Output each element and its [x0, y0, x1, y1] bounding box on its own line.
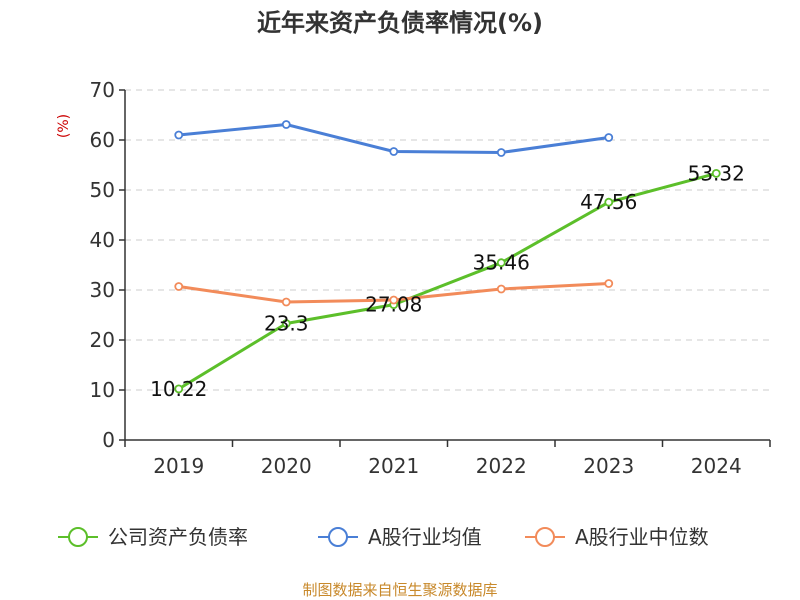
x-tick-label: 2021 — [368, 454, 419, 478]
data-point — [604, 197, 614, 207]
series-0 — [174, 168, 721, 394]
y-tick-label: 60 — [90, 128, 115, 152]
data-point — [496, 258, 506, 268]
data-point — [281, 319, 291, 328]
data-label: 53.32 — [688, 161, 745, 185]
legend-item: 公司资产负债率 — [58, 525, 248, 549]
legend-swatch-marker — [68, 527, 88, 547]
series-lines — [174, 120, 721, 394]
y-tick-label: 50 — [90, 178, 115, 202]
data-label: 47.56 — [580, 190, 637, 214]
data-point — [281, 297, 291, 307]
data-label: 35.46 — [473, 251, 530, 275]
axes: 0 10 20 30 40 50 60 70 2019 2020 2021 2022 2023 2024 — [90, 78, 771, 478]
data-point — [174, 130, 184, 140]
data-point — [281, 120, 291, 129]
data-label: 23.3 — [264, 312, 309, 336]
x-tick-label: 2022 — [476, 454, 527, 478]
data-labels: 10.22 23.3 27.08 35.46 47.56 53.32 — [150, 161, 745, 401]
data-point — [604, 279, 614, 288]
y-tick-label: 10 — [90, 378, 115, 402]
source-note: 制图数据来自恒生聚源数据库 — [302, 581, 497, 599]
chart-title: 近年来资产负债率情况(%) — [257, 9, 543, 37]
data-point — [389, 295, 399, 305]
data-point — [389, 147, 399, 156]
legend-label: 公司资产负债率 — [108, 525, 248, 549]
y-tick-label: 20 — [90, 328, 115, 352]
data-point — [496, 148, 506, 157]
series-2 — [174, 279, 614, 307]
data-label: 10.22 — [150, 377, 207, 401]
data-point — [496, 284, 506, 294]
data-point — [711, 168, 721, 178]
x-tick-label: 2019 — [153, 454, 204, 478]
grid-lines — [125, 89, 770, 391]
legend-label: A股行业均值 — [368, 525, 482, 549]
data-label: 27.08 — [365, 293, 422, 317]
y-tick-label: 70 — [90, 78, 115, 102]
legend-item: A股行业中位数 — [525, 525, 709, 549]
legend-swatch-marker — [535, 527, 555, 547]
series-line — [177, 171, 718, 391]
legend: 公司资产负债率 A股行业均值 A股行业中位数 — [58, 525, 709, 549]
series-1 — [174, 120, 614, 157]
y-axis-label: (%) — [56, 114, 72, 138]
legend-swatch-marker — [328, 527, 348, 547]
legend-item: A股行业均值 — [318, 525, 482, 549]
y-tick-label: 0 — [102, 428, 115, 452]
data-point — [174, 384, 184, 394]
x-tick-label: 2023 — [583, 454, 634, 478]
data-point — [174, 282, 184, 291]
legend-label: A股行业中位数 — [575, 525, 709, 549]
y-tick-label: 30 — [90, 278, 115, 302]
x-tick-label: 2024 — [691, 454, 742, 478]
data-point — [604, 133, 614, 142]
y-tick-label: 40 — [90, 228, 115, 252]
x-tick-label: 2020 — [261, 454, 312, 478]
